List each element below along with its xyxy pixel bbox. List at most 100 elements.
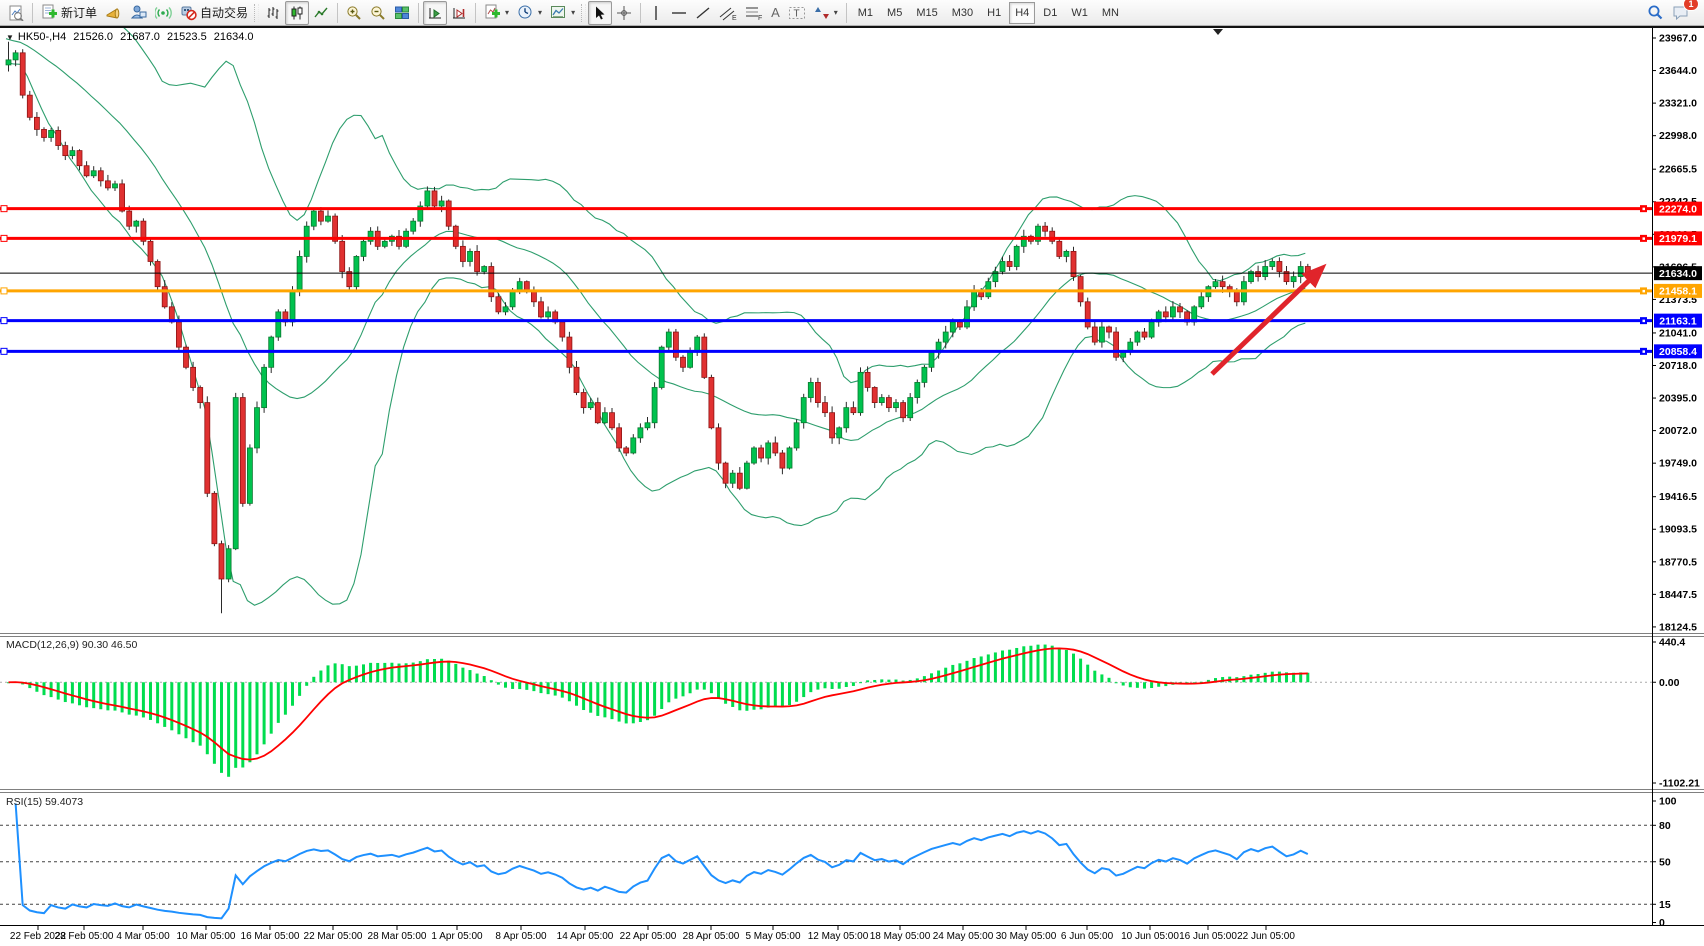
line-left-anchor[interactable] — [0, 205, 8, 213]
macd-bar — [106, 682, 110, 711]
chart-shift-marker[interactable] — [1213, 29, 1223, 35]
periods-button[interactable]: ▾ — [513, 1, 546, 25]
macd-bar — [362, 664, 365, 683]
timeframe-H4[interactable]: H4 — [1009, 1, 1036, 24]
macd-bar — [1277, 671, 1281, 683]
macd-bar — [610, 682, 614, 720]
macd-bar — [1221, 677, 1225, 683]
macd-bar — [390, 662, 394, 683]
bearish-candle — [105, 180, 111, 189]
auto-scroll-button[interactable] — [423, 0, 448, 25]
bearish-candle — [722, 462, 729, 484]
notifications-button[interactable]: 1 — [1668, 0, 1699, 25]
timeframe-M30[interactable]: M30 — [951, 6, 974, 19]
macd-bar — [475, 673, 479, 683]
time-axis-label: 22 Apr 05:00 — [620, 931, 677, 942]
time-axis-label: 28 Apr 05:00 — [683, 931, 740, 942]
bearish-candle — [1049, 230, 1056, 242]
timeframe-M1[interactable]: M1 — [857, 6, 874, 19]
bearish-candle — [119, 183, 125, 212]
bearish-candle — [1276, 261, 1283, 272]
tile-windows-button[interactable] — [390, 1, 414, 25]
bullish-candle — [1248, 271, 1254, 283]
bearish-candle — [978, 291, 985, 298]
bullish-candle — [438, 200, 445, 207]
templates-button[interactable]: ▾ — [546, 1, 579, 25]
signals-button[interactable] — [151, 1, 176, 25]
time-axis-label: 16 Jun 05:00 — [1179, 931, 1237, 942]
line-left-anchor[interactable] — [0, 287, 8, 295]
indicators-button[interactable]: ▾ — [480, 1, 513, 25]
line-chart-button[interactable] — [309, 1, 333, 25]
fibonacci-tool-button[interactable]: F — [741, 1, 767, 25]
text-tool-button[interactable]: A — [767, 1, 784, 25]
price-tag — [1654, 344, 1702, 359]
zoom-in-button[interactable] — [342, 1, 366, 25]
crosshair-tool-button[interactable] — [612, 1, 636, 25]
macd-bar — [752, 682, 756, 710]
macd-bar — [85, 682, 89, 708]
arrows-tool-button[interactable]: ▾ — [810, 1, 842, 25]
price-tag — [1654, 201, 1702, 216]
auto-trading-button[interactable]: 自动交易 — [176, 1, 252, 25]
bullish-candle — [1035, 225, 1041, 242]
bearish-candle — [197, 387, 204, 403]
macd-bar — [63, 682, 67, 703]
cursor-tool-button[interactable] — [588, 0, 613, 25]
timeframe-M5[interactable]: M5 — [887, 6, 903, 19]
zoom-out-button[interactable] — [366, 1, 390, 25]
macd-bar — [333, 663, 337, 683]
add-indicator-icon — [485, 4, 501, 19]
bullish-candle — [878, 397, 885, 403]
fibo-subscript: F — [758, 15, 762, 21]
bearish-candle — [623, 447, 630, 454]
line-left-anchor[interactable] — [0, 234, 8, 242]
bearish-candle — [1084, 301, 1091, 328]
macd-bar — [1107, 677, 1111, 683]
timeframe-H1[interactable]: H1 — [987, 6, 1002, 19]
label-tool-button[interactable]: T — [784, 1, 810, 25]
axis-tick-label: 20395.0 — [1659, 393, 1697, 405]
vertical-line-tool-button[interactable] — [645, 1, 667, 25]
bar-chart-button[interactable] — [261, 1, 285, 25]
trend-arrow-annotation[interactable] — [1210, 263, 1327, 376]
high-value: 21687.0 — [120, 31, 160, 43]
channel-tool-button[interactable]: E — [715, 1, 741, 25]
collapse-triangle-icon[interactable]: ▼ — [6, 33, 14, 42]
macd-bar — [1164, 682, 1168, 687]
chart-shift-button[interactable] — [447, 1, 471, 25]
strategy-tester-button[interactable] — [126, 1, 151, 25]
macd-pane — [0, 644, 1652, 777]
macd-bar — [674, 682, 678, 699]
timeframe-W1[interactable]: W1 — [1071, 6, 1088, 19]
bearish-candle — [772, 442, 779, 454]
macd-bar — [35, 682, 39, 692]
macd-bar — [631, 682, 635, 724]
macd-bar — [227, 682, 231, 777]
bearish-candle — [673, 331, 679, 358]
fibonacci-icon: F — [746, 7, 762, 21]
line-left-anchor[interactable] — [0, 347, 8, 355]
timeframe-M15[interactable]: M15 — [916, 6, 938, 19]
notification-badge: 1 — [1683, 0, 1699, 11]
new-order-button[interactable]: 新订单 — [37, 1, 101, 25]
time-axis-label: 10 Mar 05:00 — [177, 931, 236, 942]
timeframe-D1[interactable]: D1 — [1043, 6, 1058, 19]
metaeditor-button[interactable] — [101, 1, 126, 25]
candles — [5, 41, 1311, 614]
trendline-tool-button[interactable] — [691, 1, 715, 25]
bullish-candle — [467, 250, 473, 262]
line-left-anchor[interactable] — [0, 317, 8, 325]
macd-bar — [887, 679, 891, 683]
bollinger-bands — [5, 0, 1306, 606]
app-chart-button[interactable] — [4, 1, 28, 25]
macd-bar — [1015, 647, 1019, 683]
bullish-candle — [261, 366, 268, 409]
horizontal-line-tool-button[interactable] — [667, 1, 691, 25]
timeframe-MN[interactable]: MN — [1101, 6, 1119, 19]
bearish-candle — [815, 382, 821, 403]
search-button[interactable] — [1643, 1, 1668, 25]
candlestick-chart-button[interactable] — [285, 0, 310, 25]
bearish-candle — [1091, 326, 1098, 343]
macd-bar — [1072, 653, 1075, 683]
